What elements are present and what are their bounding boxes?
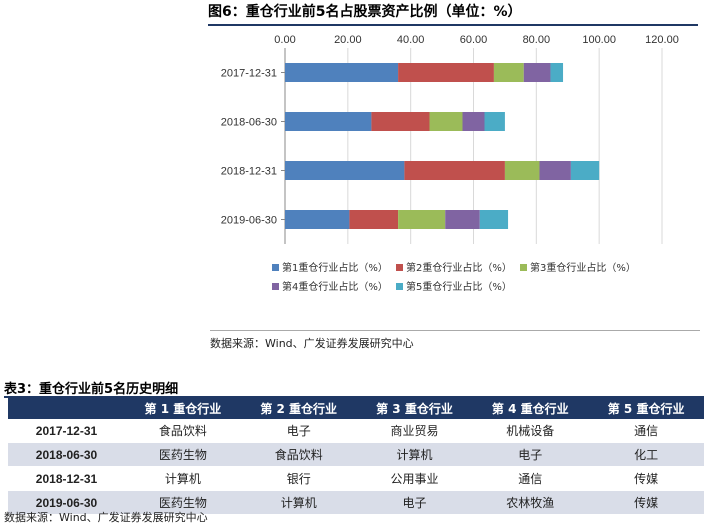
- table-cell: 电子: [472, 442, 589, 467]
- table-cell: 电子: [240, 419, 357, 443]
- bar-segment: [285, 63, 399, 82]
- header-cell: [8, 397, 125, 419]
- bar-segment: [398, 210, 446, 229]
- table-cell: 计算机: [356, 442, 473, 467]
- header-cell: 第 2 重仓行业: [240, 397, 357, 419]
- y-category-label: 2018-06-30: [221, 117, 277, 129]
- bar-segment: [445, 210, 480, 229]
- table-row: 2017-12-31 食品饮料 电子 商业贸易 机械设备 通信: [8, 419, 704, 443]
- table-cell: 农林牧渔: [472, 490, 589, 515]
- legend-label: 第1重仓行业占比（%）: [282, 261, 388, 274]
- table-cell: 医药生物: [125, 442, 241, 467]
- legend-label: 第3重仓行业占比（%）: [530, 261, 636, 274]
- bar-segment: [285, 112, 372, 131]
- legend-swatch: [396, 264, 403, 271]
- table-row: 2018-12-31 计算机 银行 公用事业 通信 传媒: [8, 466, 704, 491]
- date-cell: 2017-12-31: [8, 419, 125, 443]
- bar-segment: [504, 161, 540, 180]
- bar-segment: [398, 63, 494, 82]
- bar-segment: [523, 63, 551, 82]
- table-row: 2018-06-30 医药生物 食品饮料 计算机 电子 化工: [8, 442, 704, 467]
- date-cell: 2019-06-30: [8, 490, 125, 515]
- bar-segment: [484, 112, 505, 131]
- header-cell: 第 4 重仓行业: [472, 397, 589, 419]
- bar-segment: [550, 63, 564, 82]
- bar-segment: [349, 210, 399, 229]
- table-title: 表3：重仓行业前5名历史明细: [4, 378, 704, 398]
- x-tick-label: 20.00: [334, 34, 362, 46]
- table-cell: 商业贸易: [356, 419, 473, 443]
- legend-swatch: [520, 264, 527, 271]
- table-cell: 计算机: [125, 466, 241, 491]
- date-cell: 2018-06-30: [8, 442, 125, 467]
- x-tick-label: 0.00: [274, 34, 295, 46]
- legend-label: 第5重仓行业占比（%）: [406, 280, 512, 293]
- header-cell: 第 1 重仓行业: [125, 397, 241, 419]
- table-cell: 银行: [240, 466, 357, 491]
- table-cell: 通信: [588, 419, 704, 443]
- chart-source-note: 数据来源：Wind、广发证券发展研究中心: [210, 330, 700, 351]
- table-header-row: 第 1 重仓行业 第 2 重仓行业 第 3 重仓行业 第 4 重仓行业 第 5 …: [8, 397, 704, 419]
- bar-segment: [570, 161, 600, 180]
- y-category-label: 2017-12-31: [221, 68, 277, 80]
- legend-label: 第4重仓行业占比（%）: [282, 280, 388, 293]
- stacked-bar-chart: 0.00 20.00 40.00 60.00 80.00 100.00 120.00 2017…: [221, 34, 679, 293]
- table-source-note: 数据来源：Wind、广发证券发展研究中心: [4, 511, 208, 524]
- bar-segment: [285, 161, 405, 180]
- table-cell: 传媒: [588, 490, 704, 515]
- header-cell: 第 5 重仓行业: [588, 397, 704, 419]
- y-category-label: 2019-06-30: [221, 215, 277, 227]
- bar-segment: [493, 63, 524, 82]
- table-cell: 食品饮料: [125, 419, 241, 443]
- table-cell: 计算机: [240, 490, 357, 515]
- table-cell: 机械设备: [472, 419, 589, 443]
- table-cell: 电子: [356, 490, 473, 515]
- legend-swatch: [396, 283, 403, 290]
- table-cell: 食品饮料: [240, 442, 357, 467]
- y-category-label: 2018-12-31: [221, 166, 277, 178]
- header-cell: 第 3 重仓行业: [356, 397, 473, 419]
- x-tick-label: 60.00: [460, 34, 488, 46]
- bar-segment: [479, 210, 509, 229]
- legend-swatch: [272, 283, 279, 290]
- bar-segment: [285, 210, 350, 229]
- table-cell: 传媒: [588, 466, 704, 491]
- legend-swatch: [272, 264, 279, 271]
- x-tick-label: 120.00: [645, 34, 679, 46]
- bar-segment: [371, 112, 430, 131]
- bar-segment: [404, 161, 505, 180]
- bar-segment: [539, 161, 571, 180]
- bar-segment: [462, 112, 485, 131]
- x-tick-label: 100.00: [582, 34, 616, 46]
- date-cell: 2018-12-31: [8, 466, 125, 491]
- x-tick-label: 40.00: [397, 34, 425, 46]
- figure-title: 图6：重仓行业前5名占股票资产比例（单位：%）: [208, 2, 698, 26]
- table-cell: 医药生物: [125, 490, 241, 515]
- table-cell: 通信: [472, 466, 589, 491]
- table-row: 2019-06-30 医药生物 计算机 电子 农林牧渔 传媒: [8, 490, 704, 515]
- industry-table: 第 1 重仓行业 第 2 重仓行业 第 3 重仓行业 第 4 重仓行业 第 5 …: [8, 397, 704, 515]
- bar-segment: [429, 112, 463, 131]
- x-tick-label: 80.00: [523, 34, 551, 46]
- table-cell: 化工: [588, 442, 704, 467]
- table-cell: 公用事业: [356, 466, 473, 491]
- legend-label: 第2重仓行业占比（%）: [406, 261, 512, 274]
